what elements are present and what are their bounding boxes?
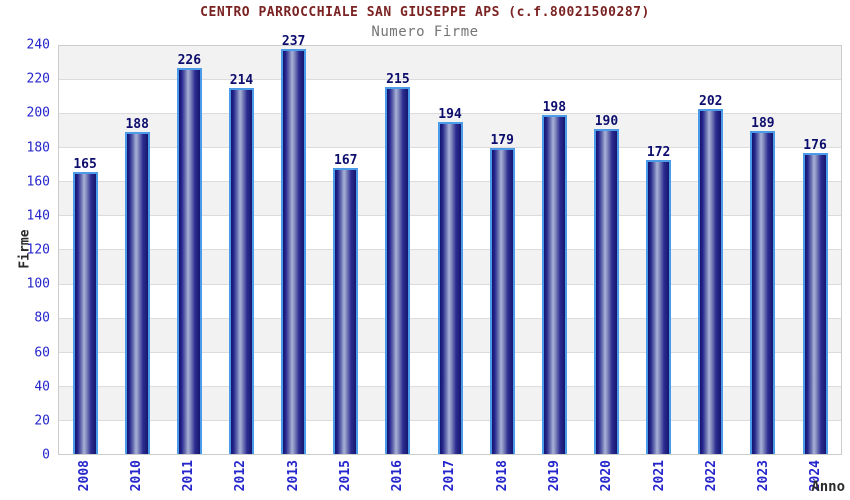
x-tick-label: 2012 [233,460,249,492]
bar: 189 [750,117,776,454]
y-tick-label: 100 [26,276,50,292]
x-tick-label: 2020 [599,460,615,492]
x-axis-tick-labels: 2008 2010 2011 2012 2013 2015 2016 2017 2018 2019… [58,460,842,500]
bar: 226 [176,54,202,454]
bar-slot: 176 [789,46,841,454]
bar-value-label: 172 [646,144,671,160]
y-tick-label: 140 [26,208,50,224]
bar-slot: 215 [372,46,424,454]
x-tick-label: 2015 [337,460,353,492]
y-tick-label: 180 [26,140,50,155]
y-tick-label: 120 [26,242,50,258]
x-tick: 2017 [424,460,476,500]
bar-slot: 179 [476,46,528,454]
y-tick-label: 220 [26,71,50,87]
chart-subtitle: Numero Firme [371,24,479,40]
bar-value-label: 165 [73,156,97,172]
bar-value-label: 237 [281,34,306,50]
bar-slot: 198 [528,46,580,454]
bar-slot: 189 [737,46,789,454]
bar: 190 [593,115,619,454]
x-tick-label: 2011 [181,460,197,492]
bar-value-label: 188 [125,117,149,133]
bar-value-label: 226 [177,52,202,68]
chart-title: CENTRO PARROCCHIALE SAN GIUSEPPE APS (c.… [200,5,650,20]
bar: 202 [698,95,724,454]
bar: 172 [646,146,672,454]
x-tick-label: 2022 [703,460,719,492]
bar: 165 [72,158,98,454]
x-tick: 2018 [476,460,528,500]
bar-slot: 188 [111,46,163,454]
bar: 179 [489,134,515,454]
bar: 237 [281,35,307,454]
x-tick-label: 2008 [76,460,92,492]
x-tick-label: 2021 [651,460,667,492]
y-axis-title: Firme [17,229,33,269]
x-tick: 2015 [319,460,371,500]
bar-slot: 190 [580,46,632,454]
x-tick: 2012 [215,460,267,500]
bar-value-label: 214 [229,73,254,89]
x-axis-title: Anno [811,479,845,495]
x-tick: 2008 [58,460,110,500]
bar-value-label: 179 [490,132,514,148]
x-tick: 2021 [633,460,685,500]
bar-value-label: 176 [803,137,827,153]
bar: 198 [541,101,567,454]
x-tick-label: 2017 [442,460,458,492]
x-tick: 2023 [737,460,789,500]
bar-slot: 214 [215,46,267,454]
x-tick: 2022 [685,460,737,500]
bar-value-label: 198 [542,100,567,116]
y-tick-label: 0 [42,447,50,463]
bar-value-label: 215 [386,71,410,87]
x-tick-label: 2013 [285,460,301,492]
x-tick-label: 2016 [390,460,406,492]
bar-slot: 172 [633,46,685,454]
x-tick-label: 2019 [547,460,563,492]
y-tick-label: 160 [26,174,50,190]
y-axis-tick-labels: 0 20 40 60 80 100 120 140 160 180 200 220 240 [0,39,50,462]
bar-slot: 237 [268,35,320,454]
bar-value-label: 202 [699,93,723,109]
bar-value-label: 189 [751,115,775,131]
x-tick: 2011 [163,460,215,500]
bars-layer: 165 188 226 214 237 167 215 194 179 198 190 172 202 1… [59,35,841,454]
x-tick-label: 2010 [128,460,144,492]
bar-slot: 167 [320,46,372,454]
bar: 215 [385,73,411,454]
x-tick: 2020 [581,460,633,500]
bar-slot: 226 [163,46,215,454]
bar-value-label: 167 [334,153,358,169]
x-tick-label: 2018 [494,460,510,492]
x-tick: 2013 [267,460,319,500]
x-tick: 2016 [372,460,424,500]
bar: 167 [333,154,359,454]
grid-band [59,79,841,113]
y-tick-label: 20 [34,413,50,429]
x-tick-label: 2023 [756,460,772,492]
plot-area: 165 188 226 214 237 167 215 194 179 198 190 172 202 1… [58,35,842,455]
y-tick-label: 80 [34,310,50,326]
bar-slot: 202 [685,46,737,454]
bar: 176 [802,139,828,454]
bar-slot: 194 [424,46,476,454]
x-tick: 2019 [528,460,580,500]
x-tick: 2010 [110,460,162,500]
bar: 214 [228,74,254,454]
bar-value-label: 194 [438,107,462,123]
y-tick-label: 200 [26,105,50,121]
bar: 188 [124,118,150,454]
y-tick-label: 60 [34,345,50,360]
y-tick-label: 40 [34,379,50,395]
bar-value-label: 190 [594,114,619,129]
y-tick-label: 240 [26,37,50,53]
bar: 194 [437,108,463,454]
bar-slot: 165 [59,46,111,454]
